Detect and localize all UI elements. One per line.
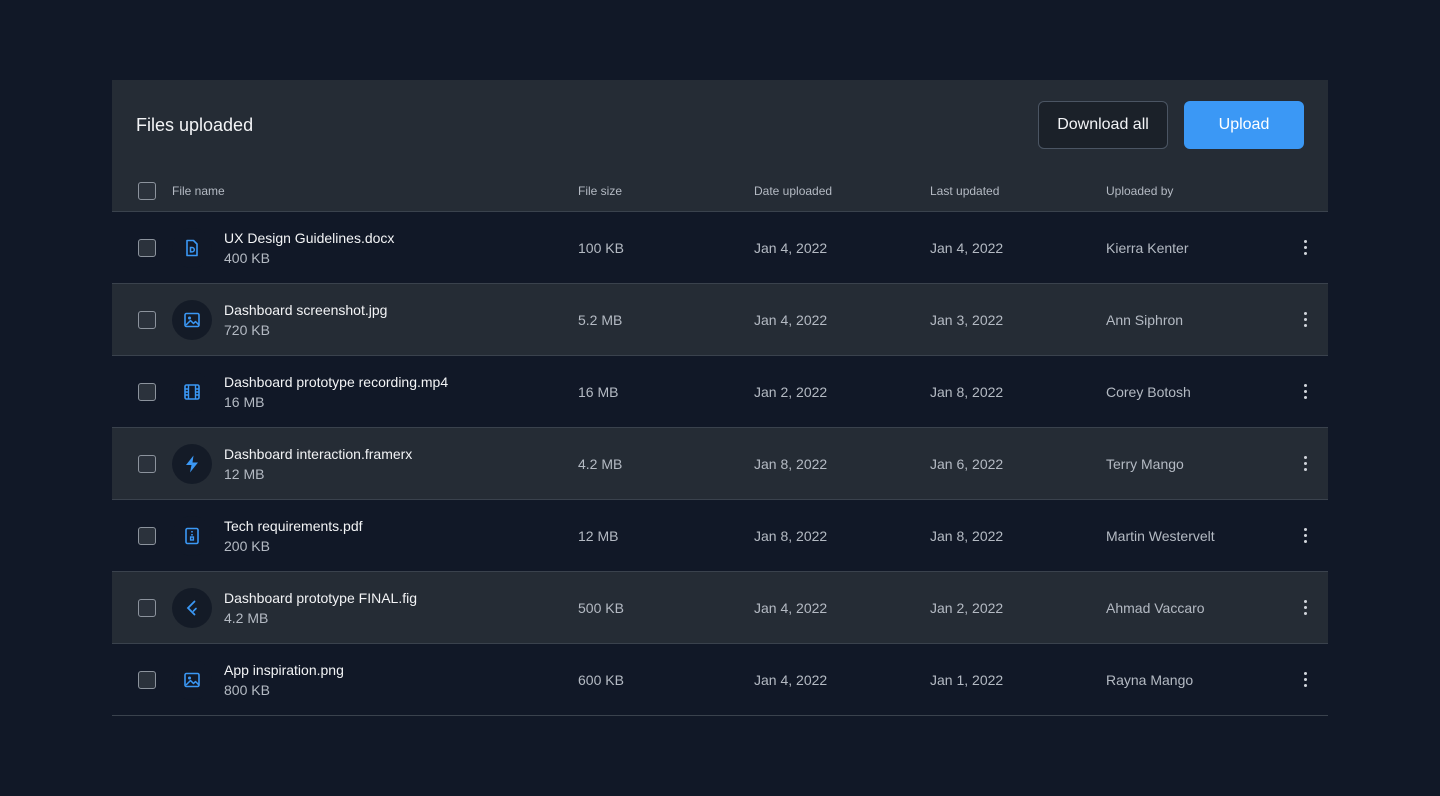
table-row[interactable]: Dashboard screenshot.jpg 720 KB 5.2 MB Jan … — [112, 284, 1328, 356]
file-name-cell: UX Design Guidelines.docx 400 KB — [172, 227, 578, 268]
file-name[interactable]: UX Design Guidelines.docx — [224, 229, 395, 246]
file-name-cell: Dashboard prototype recording.mp4 16 MB — [172, 371, 578, 412]
file-name[interactable]: App inspiration.png — [224, 661, 344, 678]
date-uploaded: Jan 4, 2022 — [754, 671, 828, 688]
files-panel: Files uploaded Download all Upload File … — [112, 80, 1328, 716]
more-options-icon[interactable] — [1296, 524, 1315, 547]
chevron-left-icon — [172, 587, 212, 628]
column-header-file-name[interactable]: File name — [172, 183, 225, 198]
uploaded-by: Martin Westervelt — [1106, 527, 1215, 544]
file-subtitle-size: 200 KB — [224, 537, 270, 554]
uploaded-by: Ahmad Vaccaro — [1106, 599, 1205, 616]
date-uploaded: Jan 4, 2022 — [754, 599, 828, 616]
file-name-cell: Tech requirements.pdf 200 KB — [172, 515, 578, 556]
file-subtitle-size: 4.2 MB — [224, 609, 269, 626]
file-size: 4.2 MB — [578, 455, 623, 472]
row-checkbox[interactable] — [138, 310, 156, 329]
file-name-cell: Dashboard screenshot.jpg 720 KB — [172, 299, 578, 340]
file-name-cell: App inspiration.png 800 KB — [172, 659, 578, 700]
last-updated: Jan 1, 2022 — [930, 671, 1004, 688]
file-name[interactable]: Dashboard screenshot.jpg — [224, 301, 388, 318]
file-size: 12 MB — [578, 527, 619, 544]
table-row[interactable]: Dashboard prototype recording.mp4 16 MB 16… — [112, 356, 1328, 428]
more-options-icon[interactable] — [1296, 380, 1315, 403]
select-all-checkbox[interactable] — [138, 181, 156, 200]
file-subtitle-size: 720 KB — [224, 321, 270, 338]
film-icon — [172, 371, 212, 412]
row-checkbox[interactable] — [138, 670, 156, 689]
uploaded-by: Terry Mango — [1106, 455, 1184, 472]
more-options-icon[interactable] — [1296, 668, 1315, 691]
image-icon — [172, 299, 212, 340]
table-row[interactable]: Dashboard prototype FINAL.fig 4.2 MB 500 K… — [112, 572, 1328, 644]
uploaded-by: Ann Siphron — [1106, 311, 1184, 328]
row-checkbox[interactable] — [138, 238, 156, 257]
last-updated: Jan 2, 2022 — [930, 599, 1004, 616]
table-row[interactable]: App inspiration.png 800 KB 600 KB Jan 4, 20… — [112, 644, 1328, 716]
upload-button[interactable]: Upload — [1184, 101, 1304, 149]
date-uploaded: Jan 4, 2022 — [754, 311, 828, 328]
last-updated: Jan 8, 2022 — [930, 383, 1004, 400]
file-name[interactable]: Dashboard prototype FINAL.fig — [224, 589, 417, 606]
page-title: Files uploaded — [136, 114, 254, 135]
table-row[interactable]: Tech requirements.pdf 200 KB 12 MB Jan 8, 2… — [112, 500, 1328, 572]
date-uploaded: Jan 2, 2022 — [754, 383, 828, 400]
more-options-icon[interactable] — [1296, 308, 1315, 331]
last-updated: Jan 4, 2022 — [930, 239, 1004, 256]
file-subtitle-size: 800 KB — [224, 681, 270, 698]
table-body: UX Design Guidelines.docx 400 KB 100 KB Jan… — [112, 212, 1328, 716]
table-row[interactable]: Dashboard interaction.framerx 12 MB 4.2 MB… — [112, 428, 1328, 500]
uploaded-by: Rayna Mango — [1106, 671, 1194, 688]
column-header-date-uploaded[interactable]: Date uploaded — [754, 183, 833, 198]
file-name-cell: Dashboard interaction.framerx 12 MB — [172, 443, 578, 484]
file-name[interactable]: Dashboard interaction.framerx — [224, 445, 413, 462]
table-row[interactable]: UX Design Guidelines.docx 400 KB 100 KB Jan… — [112, 212, 1328, 284]
file-size: 600 KB — [578, 671, 624, 688]
file-size: 16 MB — [578, 383, 619, 400]
row-checkbox[interactable] — [138, 382, 156, 401]
column-header-uploaded-by[interactable]: Uploaded by — [1106, 183, 1174, 198]
uploaded-by: Kierra Kenter — [1106, 239, 1189, 256]
file-subtitle-size: 400 KB — [224, 249, 270, 266]
zip-file-icon — [172, 515, 212, 556]
last-updated: Jan 6, 2022 — [930, 455, 1004, 472]
column-header-file-size[interactable]: File size — [578, 183, 623, 198]
file-name[interactable]: Tech requirements.pdf — [224, 517, 363, 534]
row-checkbox[interactable] — [138, 526, 156, 545]
download-all-button[interactable]: Download all — [1038, 101, 1168, 149]
date-uploaded: Jan 8, 2022 — [754, 527, 828, 544]
file-name-cell: Dashboard prototype FINAL.fig 4.2 MB — [172, 587, 578, 628]
table-header: File name File size Date uploaded Last u… — [112, 170, 1328, 212]
uploaded-by: Corey Botosh — [1106, 383, 1191, 400]
more-options-icon[interactable] — [1296, 452, 1315, 475]
last-updated: Jan 3, 2022 — [930, 311, 1004, 328]
file-name[interactable]: Dashboard prototype recording.mp4 — [224, 373, 449, 390]
panel-header: Files uploaded Download all Upload — [112, 80, 1328, 170]
file-size: 100 KB — [578, 239, 624, 256]
file-size: 500 KB — [578, 599, 624, 616]
image-icon — [172, 659, 212, 700]
file-subtitle-size: 12 MB — [224, 465, 265, 482]
file-size: 5.2 MB — [578, 311, 623, 328]
more-options-icon[interactable] — [1296, 596, 1315, 619]
lightning-icon — [172, 443, 212, 484]
more-options-icon[interactable] — [1296, 236, 1315, 259]
date-uploaded: Jan 8, 2022 — [754, 455, 828, 472]
row-checkbox[interactable] — [138, 598, 156, 617]
date-uploaded: Jan 4, 2022 — [754, 239, 828, 256]
column-header-last-updated[interactable]: Last updated — [930, 183, 1000, 198]
last-updated: Jan 8, 2022 — [930, 527, 1004, 544]
document-icon — [172, 227, 212, 268]
row-checkbox[interactable] — [138, 454, 156, 473]
file-subtitle-size: 16 MB — [224, 393, 265, 410]
